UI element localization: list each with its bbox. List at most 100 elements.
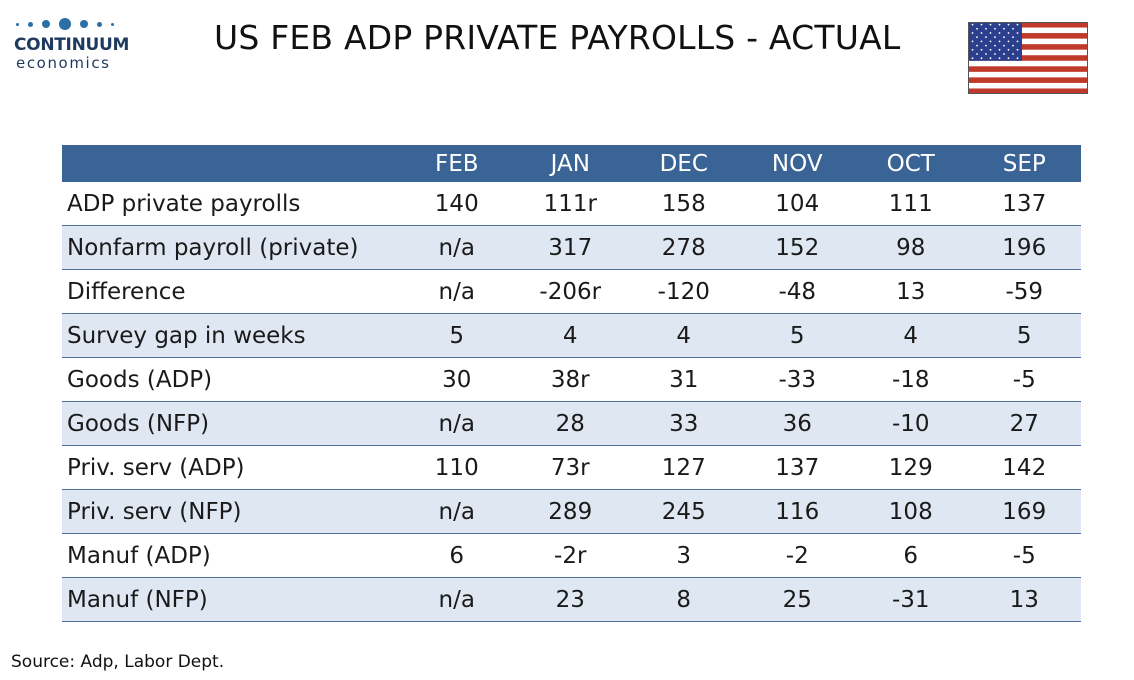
us-flag-icon — [968, 22, 1088, 94]
row-label: Goods (ADP) — [62, 357, 400, 402]
table-cell: 27 — [967, 401, 1081, 446]
table-cell: -59 — [967, 269, 1081, 314]
table-cell: 158 — [627, 182, 741, 226]
table-cell: 289 — [513, 489, 627, 534]
logo-subtitle: economics — [16, 54, 111, 72]
table-cell: 98 — [854, 225, 968, 270]
table-row: Goods (NFP) n/a 28 33 36 -10 27 — [62, 401, 1081, 446]
table-cell: 23 — [513, 577, 627, 622]
table-row: Difference n/a -206r -120 -48 13 -59 — [62, 269, 1081, 314]
table-cell: 110 — [400, 445, 514, 490]
table-cell: 137 — [740, 445, 854, 490]
table-cell: 152 — [740, 225, 854, 270]
column-header: NOV — [740, 145, 854, 182]
logo-dots — [16, 14, 144, 34]
row-label: Goods (NFP) — [62, 401, 400, 446]
logo-dot — [59, 18, 71, 30]
table-cell: 278 — [627, 225, 741, 270]
table-row: Nonfarm payroll (private) n/a 317 278 152 98 1… — [62, 225, 1081, 270]
table-cell: 73r — [513, 445, 627, 490]
column-header: SEP — [967, 145, 1081, 182]
table-cell: 6 — [854, 533, 968, 578]
table-cell: 3 — [627, 533, 741, 578]
table-cell: -2r — [513, 533, 627, 578]
table-cell: 38r — [513, 357, 627, 402]
logo-dot — [28, 21, 33, 27]
table-cell: 36 — [740, 401, 854, 446]
table-cell: 33 — [627, 401, 741, 446]
row-label: Difference — [62, 269, 400, 314]
table-cell: 4 — [854, 313, 968, 358]
payrolls-table: FEB JAN DEC NOV OCT SEP ADP private payrolls 1… — [62, 145, 1081, 622]
table-row: Manuf (NFP) n/a 23 8 25 -31 13 — [62, 577, 1081, 622]
header-label-cell — [62, 145, 400, 182]
column-header: FEB — [400, 145, 514, 182]
table-row: Priv. serv (ADP) 110 73r 127 137 129 142 — [62, 445, 1081, 490]
table-header-row: FEB JAN DEC NOV OCT SEP — [62, 145, 1081, 182]
table-cell: 6 — [400, 533, 514, 578]
table-cell: 142 — [967, 445, 1081, 490]
table-cell: -10 — [854, 401, 968, 446]
logo-dot — [97, 21, 102, 27]
table-cell: 5 — [967, 313, 1081, 358]
table-cell: 5 — [740, 313, 854, 358]
logo-name: CONTINUUM — [14, 35, 130, 55]
page-title: US FEB ADP PRIVATE PAYROLLS - ACTUAL — [214, 18, 901, 57]
table-cell: -18 — [854, 357, 968, 402]
table-cell: 108 — [854, 489, 968, 534]
table-cell: -48 — [740, 269, 854, 314]
table-cell: -120 — [627, 269, 741, 314]
table-row: ADP private payrolls 140 111r 158 104 111 137 — [62, 182, 1081, 226]
row-label: Nonfarm payroll (private) — [62, 225, 400, 270]
table-cell: 127 — [627, 445, 741, 490]
table-cell: 137 — [967, 182, 1081, 226]
table-cell: -2 — [740, 533, 854, 578]
logo-dot — [111, 22, 114, 26]
table-cell: 129 — [854, 445, 968, 490]
table-cell: 25 — [740, 577, 854, 622]
column-header: JAN — [513, 145, 627, 182]
table-cell: n/a — [400, 401, 514, 446]
table-cell: 111 — [854, 182, 968, 226]
row-label: Priv. serv (NFP) — [62, 489, 400, 534]
table-cell: -5 — [967, 357, 1081, 402]
table-cell: 28 — [513, 401, 627, 446]
logo-dot — [80, 20, 88, 28]
table-cell: 116 — [740, 489, 854, 534]
table-cell: 4 — [627, 313, 741, 358]
table-row: Manuf (ADP) 6 -2r 3 -2 6 -5 — [62, 533, 1081, 578]
row-label: Priv. serv (ADP) — [62, 445, 400, 490]
table-row: Goods (ADP) 30 38r 31 -33 -18 -5 — [62, 357, 1081, 402]
table-cell: -31 — [854, 577, 968, 622]
table-row: Priv. serv (NFP) n/a 289 245 116 108 169 — [62, 489, 1081, 534]
table-cell: 169 — [967, 489, 1081, 534]
column-header: OCT — [854, 145, 968, 182]
logo-dot — [42, 20, 50, 28]
continuum-economics-logo: CONTINUUM economics — [14, 14, 144, 71]
row-label: ADP private payrolls — [62, 182, 400, 226]
table-cell: 104 — [740, 182, 854, 226]
table-cell: 4 — [513, 313, 627, 358]
table-cell: -206r — [513, 269, 627, 314]
table-cell: -5 — [967, 533, 1081, 578]
table-cell: n/a — [400, 225, 514, 270]
source-note: Source: Adp, Labor Dept. — [11, 652, 225, 672]
table-row: Survey gap in weeks 5 4 4 5 4 5 — [62, 313, 1081, 358]
table-cell: -33 — [740, 357, 854, 402]
table-cell: 111r — [513, 182, 627, 226]
row-label: Survey gap in weeks — [62, 313, 400, 358]
table-cell: 30 — [400, 357, 514, 402]
table-cell: n/a — [400, 489, 514, 534]
table-cell: 31 — [627, 357, 741, 402]
table-cell: n/a — [400, 269, 514, 314]
row-label: Manuf (NFP) — [62, 577, 400, 622]
table-cell: 140 — [400, 182, 514, 226]
column-header: DEC — [627, 145, 741, 182]
table-cell: 196 — [967, 225, 1081, 270]
table-cell: n/a — [400, 577, 514, 622]
table-cell: 317 — [513, 225, 627, 270]
table-cell: 5 — [400, 313, 514, 358]
row-label: Manuf (ADP) — [62, 533, 400, 578]
table-cell: 8 — [627, 577, 741, 622]
table-cell: 13 — [854, 269, 968, 314]
